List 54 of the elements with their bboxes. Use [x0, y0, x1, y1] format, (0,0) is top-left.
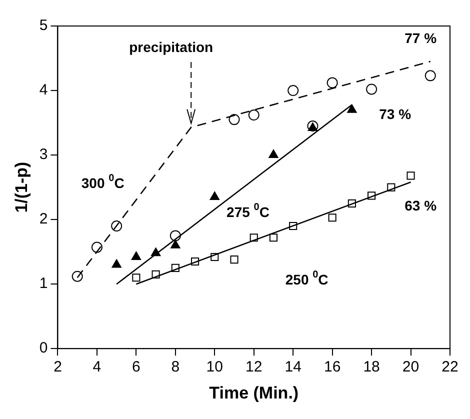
x-axis-title: Time (Min.)	[209, 383, 299, 402]
y-tick-label: 2	[39, 210, 48, 228]
annotation: 63 %	[404, 198, 438, 214]
point	[368, 192, 376, 200]
x-tick-label: 10	[206, 358, 223, 376]
x-tick-label: 14	[284, 358, 302, 376]
point	[190, 257, 200, 266]
point	[248, 110, 260, 121]
point	[210, 252, 219, 262]
annotation: 73 %	[379, 106, 412, 122]
x-tick-label: 20	[402, 358, 420, 376]
y-tick-label: 5	[39, 17, 48, 34]
x-tick-label: 12	[246, 358, 262, 376]
point	[210, 191, 220, 200]
point	[326, 77, 338, 88]
y-tick-label: 4	[39, 82, 48, 99]
point	[269, 234, 278, 242]
point	[91, 242, 102, 253]
y-tick-label: 1	[39, 275, 48, 292]
point	[131, 251, 142, 260]
x-tick-label: 18	[363, 358, 380, 376]
x-tick-label: 16	[324, 358, 341, 376]
point	[171, 264, 180, 272]
point	[228, 114, 240, 126]
point	[111, 220, 122, 232]
y-tick-label: 3	[39, 146, 48, 164]
point	[424, 70, 436, 82]
point	[170, 230, 181, 242]
x-tick-label: 8	[171, 358, 180, 376]
point	[170, 240, 180, 248]
point	[72, 270, 83, 282]
point	[268, 150, 278, 158]
point	[348, 199, 356, 208]
point	[406, 172, 415, 180]
point	[112, 259, 122, 268]
point	[366, 84, 378, 95]
point	[250, 234, 258, 242]
point	[347, 104, 357, 113]
point	[230, 256, 238, 264]
point	[387, 183, 396, 192]
point	[289, 222, 298, 230]
annotation: 77 %	[404, 30, 438, 46]
y-tick-label: 0	[39, 340, 48, 357]
point	[150, 248, 161, 256]
point	[152, 270, 160, 278]
x-tick-label: 6	[132, 358, 140, 376]
x-tick-label: 4	[92, 358, 102, 376]
annotation: precipitation	[129, 38, 214, 55]
x-tick-label: 22	[442, 358, 458, 376]
point	[132, 274, 140, 282]
x-tick-label: 2	[54, 358, 62, 376]
y-axis-title: 1/(1-p)	[12, 162, 31, 213]
point	[328, 214, 336, 222]
point	[288, 85, 299, 96]
